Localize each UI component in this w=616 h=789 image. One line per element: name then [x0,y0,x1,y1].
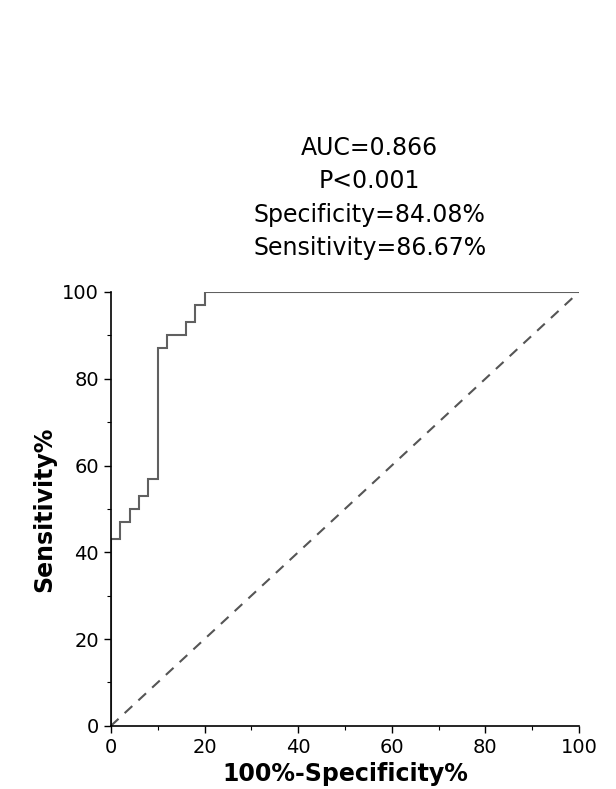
Y-axis label: Sensitivity%: Sensitivity% [33,426,57,592]
Text: AUC=0.866
P<0.001
Specificity=84.08%
Sensitivity=86.67%: AUC=0.866 P<0.001 Specificity=84.08% Sen… [253,136,486,260]
X-axis label: 100%-Specificity%: 100%-Specificity% [222,762,468,787]
